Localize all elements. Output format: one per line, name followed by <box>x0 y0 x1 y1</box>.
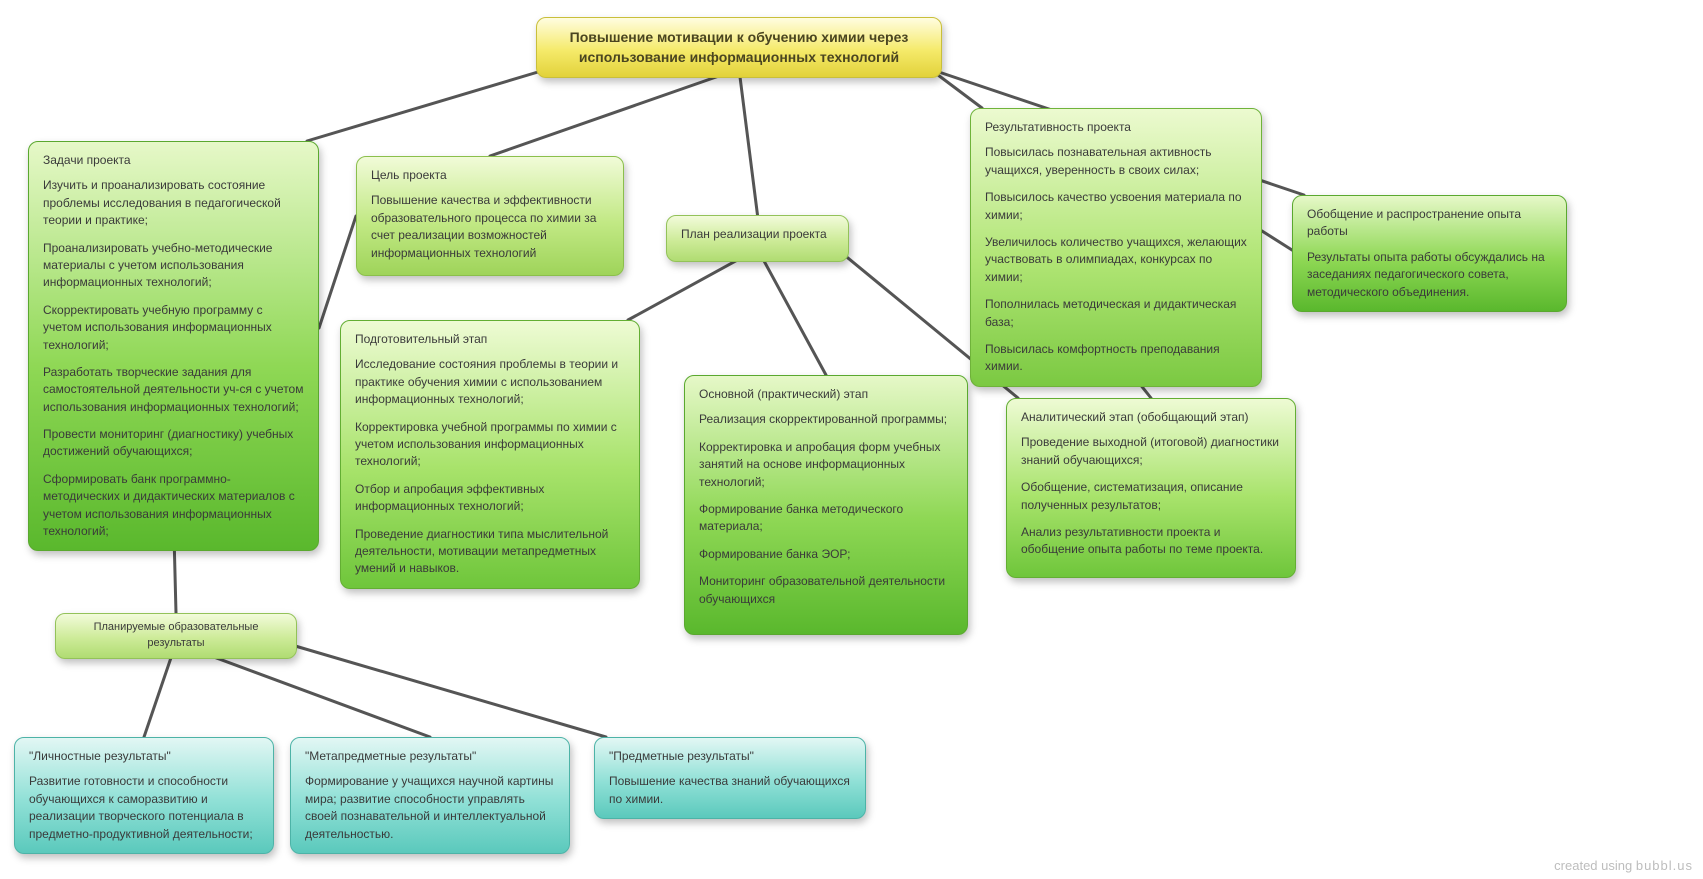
node-body: Результаты опыта работы обсуждались на з… <box>1307 249 1552 301</box>
node-body-line: Формирование банка методического материа… <box>699 501 953 536</box>
node-body-line: Реализация скорректированной программы; <box>699 411 953 428</box>
node-title: "Предметные результаты" <box>609 748 851 765</box>
node-results[interactable]: Результативность проекта Повысилась позна… <box>970 108 1262 387</box>
node-title: Задачи проекта <box>43 152 304 169</box>
node-body-line: Повысилась познавательная активность уча… <box>985 144 1247 179</box>
node-planned[interactable]: Планируемые образовательные результаты <box>55 613 297 659</box>
node-body-line: Разработать творческие задания для самос… <box>43 364 304 416</box>
edge-root-goal <box>490 69 739 156</box>
node-body-line: Развитие готовности и способности обучаю… <box>29 773 259 843</box>
node-body-line: Результаты опыта работы обсуждались на з… <box>1307 249 1552 301</box>
node-body: Повысилась познавательная активность уча… <box>985 144 1247 375</box>
node-title: План реализации проекта <box>681 226 834 243</box>
node-body: Повышение качества знаний обучающихся по… <box>609 773 851 808</box>
edge-results-dissemination <box>1262 231 1292 250</box>
edge-root-plan <box>739 69 758 215</box>
node-title: "Метапредметные результаты" <box>305 748 555 765</box>
node-title: Аналитический этап (обобщающий этап) <box>1021 409 1281 426</box>
watermark-prefix: created using <box>1554 858 1636 873</box>
node-root[interactable]: Повышение мотивации к обучению химии чер… <box>536 17 942 78</box>
node-body-line: Отбор и апробация эффективных информацио… <box>355 481 625 516</box>
node-body: Повышение качества и эффективности образ… <box>371 192 609 262</box>
node-body-line: Повысилось качество усвоения материала п… <box>985 189 1247 224</box>
watermark-brand: bubbl.us <box>1636 858 1693 873</box>
node-body-line: Анализ результативности проекта и обобще… <box>1021 524 1281 559</box>
node-analytic[interactable]: Аналитический этап (обобщающий этап) Пров… <box>1006 398 1296 578</box>
node-title: Повышение мотивации к обучению химии чер… <box>551 28 927 67</box>
node-title: Цель проекта <box>371 167 609 184</box>
node-body-line: Сформировать банк программно-методически… <box>43 471 304 541</box>
node-body-line: Исследование состояния проблемы в теории… <box>355 356 625 408</box>
node-body: Исследование состояния проблемы в теории… <box>355 356 625 577</box>
node-main[interactable]: Основной (практический) этап Реализация с… <box>684 375 968 635</box>
node-body-line: Проанализировать учебно-методические мат… <box>43 240 304 292</box>
node-plan[interactable]: План реализации проекта <box>666 215 849 262</box>
node-prep[interactable]: Подготовительный этап Исследование состоя… <box>340 320 640 589</box>
node-body-line: Скорректировать учебную программу с учет… <box>43 302 304 354</box>
node-title: Подготовительный этап <box>355 331 625 348</box>
node-body-line: Повышение качества знаний обучающихся по… <box>609 773 851 808</box>
node-body: Формирование у учащихся научной картины … <box>305 773 555 843</box>
node-body: Развитие готовности и способности обучаю… <box>29 773 259 843</box>
node-title: "Личностные результаты" <box>29 748 259 765</box>
node-personal[interactable]: "Личностные результаты" Развитие готовнос… <box>14 737 274 854</box>
node-body: Проведение выходной (итоговой) диагности… <box>1021 434 1281 558</box>
node-body-line: Проведение диагностики типа мыслительной… <box>355 526 625 578</box>
node-title: Результативность проекта <box>985 119 1247 136</box>
node-body-line: Корректировка учебной программы по химии… <box>355 419 625 471</box>
node-title: Основной (практический) этап <box>699 386 953 403</box>
node-body-line: Повышение качества и эффективности образ… <box>371 192 609 262</box>
node-body-line: Повысилась комфортность преподавания хим… <box>985 341 1247 376</box>
node-body-line: Формирование банка ЭОР; <box>699 546 953 563</box>
node-title: Обобщение и распространение опыта работы <box>1307 206 1552 241</box>
node-body-line: Мониторинг образовательной деятельности … <box>699 573 953 608</box>
edge-root-tasks <box>307 69 548 141</box>
node-body-line: Увеличилось количество учащихся, желающи… <box>985 234 1247 286</box>
node-body: Изучить и проанализировать состояние про… <box>43 177 304 540</box>
edge-plan-main <box>758 249 827 375</box>
node-tasks[interactable]: Задачи проекта Изучить и проанализировать… <box>28 141 319 551</box>
node-body-line: Корректировка и апробация форм учебных з… <box>699 439 953 491</box>
watermark: created using bubbl.us <box>1554 858 1693 873</box>
node-goal[interactable]: Цель проекта Повышение качества и эффекти… <box>356 156 624 276</box>
node-body-line: Обобщение, систематизация, описание полу… <box>1021 479 1281 514</box>
node-meta[interactable]: "Метапредметные результаты" Формирование … <box>290 737 570 854</box>
node-body-line: Пополнилась методическая и дидактическая… <box>985 296 1247 331</box>
node-body-line: Изучить и проанализировать состояние про… <box>43 177 304 229</box>
node-body-line: Провести мониторинг (диагностику) учебны… <box>43 426 304 461</box>
mindmap-canvas: created using bubbl.us Повышение мотивац… <box>0 0 1703 879</box>
node-dissemination[interactable]: Обобщение и распространение опыта работы… <box>1292 195 1567 312</box>
node-body: Реализация скорректированной программы; К… <box>699 411 953 608</box>
node-subject[interactable]: "Предметные результаты" Повышение качеств… <box>594 737 866 819</box>
node-body-line: Формирование у учащихся научной картины … <box>305 773 555 843</box>
edge-goal-tasks <box>319 216 356 328</box>
node-title: Планируемые образовательные результаты <box>66 620 286 652</box>
edge-planned-subject <box>285 643 606 737</box>
node-body-line: Проведение выходной (итоговой) диагности… <box>1021 434 1281 469</box>
